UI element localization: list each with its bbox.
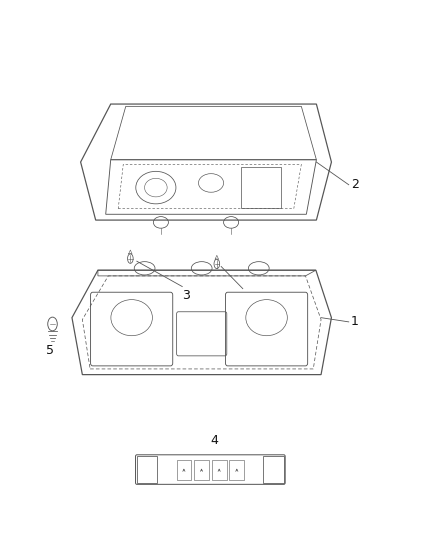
Text: 5: 5 (46, 344, 54, 357)
Text: 4: 4 (211, 434, 219, 447)
Text: 3: 3 (182, 289, 190, 302)
Text: 2: 2 (351, 178, 359, 191)
Text: 1: 1 (351, 316, 359, 328)
